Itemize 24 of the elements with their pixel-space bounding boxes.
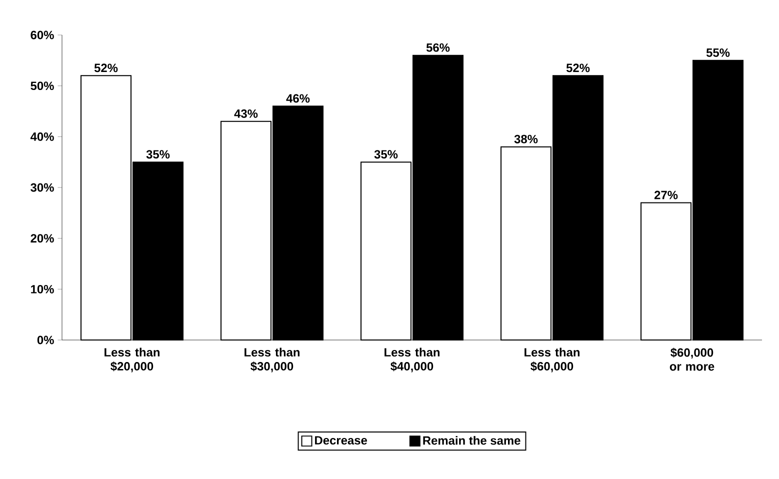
y-tick-label: 40%	[30, 132, 54, 141]
y-tick-label: 0%	[37, 336, 54, 344]
data-label: 35%	[374, 150, 398, 159]
x-tick-label: Less than $20,000	[104, 348, 160, 372]
legend-label: Remain the same	[423, 436, 520, 445]
data-label: 43%	[234, 109, 258, 118]
data-label: 38%	[514, 134, 538, 144]
x-tick-label: $60,000 or more	[670, 348, 714, 371]
legend-label: Decrease	[315, 436, 367, 445]
data-label: 55%	[706, 48, 730, 57]
x-tick-label: Less than $30,000	[244, 348, 300, 372]
y-tick-label: 30%	[30, 183, 54, 192]
x-tick-label: Less than $40,000	[384, 348, 440, 372]
data-label: 46%	[286, 94, 310, 103]
data-label: 52%	[566, 64, 590, 72]
x-tick-label: Less than $60,000	[524, 348, 580, 372]
data-label: 35%	[146, 150, 170, 159]
data-label: 56%	[426, 43, 450, 52]
y-tick-label: 50%	[30, 82, 54, 90]
y-tick-label: 60%	[30, 30, 54, 40]
y-tick-label: 10%	[31, 284, 54, 294]
y-tick-label: 20%	[30, 234, 54, 243]
data-label: 27%	[654, 190, 678, 200]
data-label: 52%	[94, 64, 118, 72]
